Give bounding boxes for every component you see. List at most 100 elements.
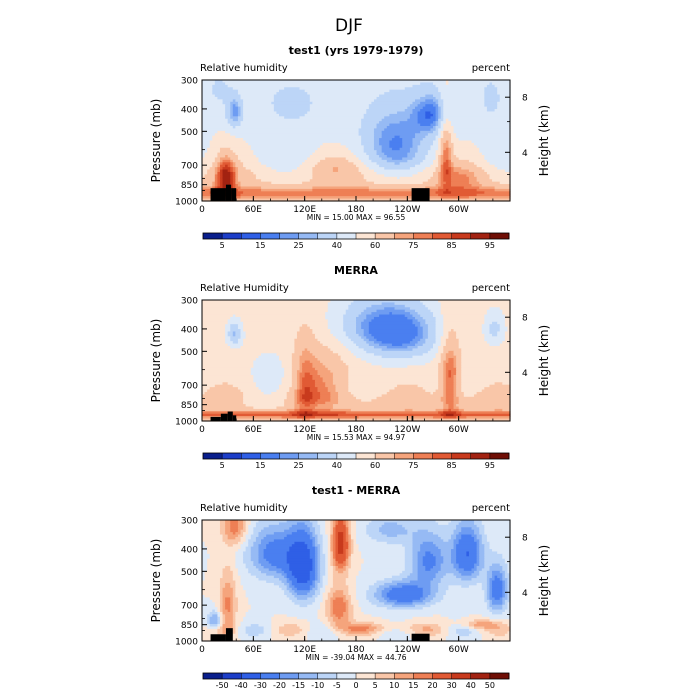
contour-cell	[312, 171, 362, 175]
contour-cell	[291, 587, 298, 591]
x-tick-label: 120W	[394, 645, 420, 655]
contour-cell	[504, 333, 511, 337]
contour-cell	[489, 384, 511, 388]
contour-cell	[281, 362, 293, 366]
contour-cell	[296, 382, 301, 386]
contour-cell	[291, 384, 298, 388]
contour-cell	[243, 585, 280, 589]
contour-cell	[266, 164, 301, 168]
contour-cell	[474, 624, 498, 628]
contour-cell	[504, 321, 511, 325]
contour-cell	[504, 324, 511, 328]
contour-cell	[450, 123, 511, 127]
contour-cell	[250, 522, 257, 526]
contour-cell	[450, 536, 457, 540]
contour-cell	[499, 626, 511, 630]
contour-cell	[494, 84, 511, 88]
contour-cell	[202, 372, 252, 376]
contour-cell	[291, 360, 301, 364]
contour-cell	[361, 125, 378, 129]
contour-cell	[281, 360, 293, 364]
contour-cell	[486, 575, 493, 579]
contour-cell	[325, 585, 334, 589]
contour-cell	[450, 558, 457, 562]
contour-cell	[302, 353, 313, 357]
y-tick-label: 700	[181, 602, 198, 612]
contour-cell	[219, 147, 231, 151]
contour-cell	[232, 633, 239, 637]
contour-cell	[296, 624, 311, 628]
contour-cell	[440, 106, 444, 110]
contour-cell	[219, 607, 224, 611]
colorbar-label: 95	[485, 241, 495, 250]
contour-cell	[348, 575, 357, 579]
contour-cell	[379, 529, 408, 533]
contour-cell	[358, 157, 370, 161]
contour-cell	[461, 358, 511, 362]
contour-cell	[243, 587, 283, 591]
contour-cell	[356, 319, 365, 323]
contour-cell	[350, 520, 357, 524]
contour-cell	[448, 188, 478, 192]
contour-cell	[237, 534, 244, 538]
contour-cell	[504, 336, 511, 340]
contour-cell	[450, 184, 473, 188]
contour-cell	[433, 578, 442, 582]
contour-cell	[361, 121, 380, 125]
contour-cell	[427, 350, 439, 354]
contour-cell	[225, 520, 231, 524]
contour-cell	[335, 532, 339, 536]
contour-cell	[230, 113, 234, 117]
contour-cell	[327, 534, 331, 538]
contour-cell	[471, 578, 488, 582]
contour-cell	[353, 616, 383, 620]
contour-cell	[343, 611, 349, 615]
contour-cell	[373, 336, 416, 340]
contour-cell	[212, 164, 218, 168]
contour-cell	[486, 595, 491, 599]
contour-cell	[212, 162, 218, 166]
contour-cell	[202, 324, 226, 328]
contour-cell	[225, 621, 234, 625]
contour-cell	[217, 164, 221, 168]
contour-cell	[309, 624, 326, 628]
contour-cell	[335, 614, 344, 618]
contour-cell	[458, 341, 488, 345]
contour-cell	[425, 602, 437, 606]
contour-cell	[235, 169, 239, 173]
contour-cell	[391, 343, 403, 347]
contour-cell	[327, 307, 349, 311]
contour-cell	[402, 138, 414, 142]
contour-cell	[335, 568, 347, 572]
panel-title: test1 (yrs 1979-1979)	[289, 44, 424, 57]
contour-cell	[299, 408, 313, 412]
contour-cell	[299, 116, 365, 120]
contour-cell	[332, 333, 347, 337]
contour-cell	[348, 524, 352, 528]
contour-cell	[373, 628, 383, 632]
contour-cell	[499, 326, 509, 330]
contour-cell	[207, 614, 213, 618]
contour-cell	[312, 563, 316, 567]
contour-cell	[476, 556, 480, 560]
contour-cell	[243, 326, 301, 330]
contour-cell	[456, 360, 462, 364]
contour-cell	[484, 169, 506, 173]
contour-cell	[445, 382, 455, 386]
contour-cell	[448, 375, 452, 379]
contour-cell	[296, 587, 311, 591]
contour-cell	[202, 167, 211, 171]
contour-cell	[433, 416, 444, 420]
contour-cell	[379, 121, 401, 125]
contour-cell	[222, 616, 226, 620]
contour-cell	[404, 314, 414, 318]
contour-cell	[273, 614, 288, 618]
contour-cell	[325, 314, 344, 318]
contour-cell	[332, 599, 344, 603]
contour-cell	[420, 130, 434, 134]
contour-cell	[504, 590, 509, 594]
contour-cell	[284, 575, 288, 579]
contour-cell	[222, 621, 226, 625]
contour-cell	[291, 382, 298, 386]
contour-cell	[338, 561, 344, 565]
